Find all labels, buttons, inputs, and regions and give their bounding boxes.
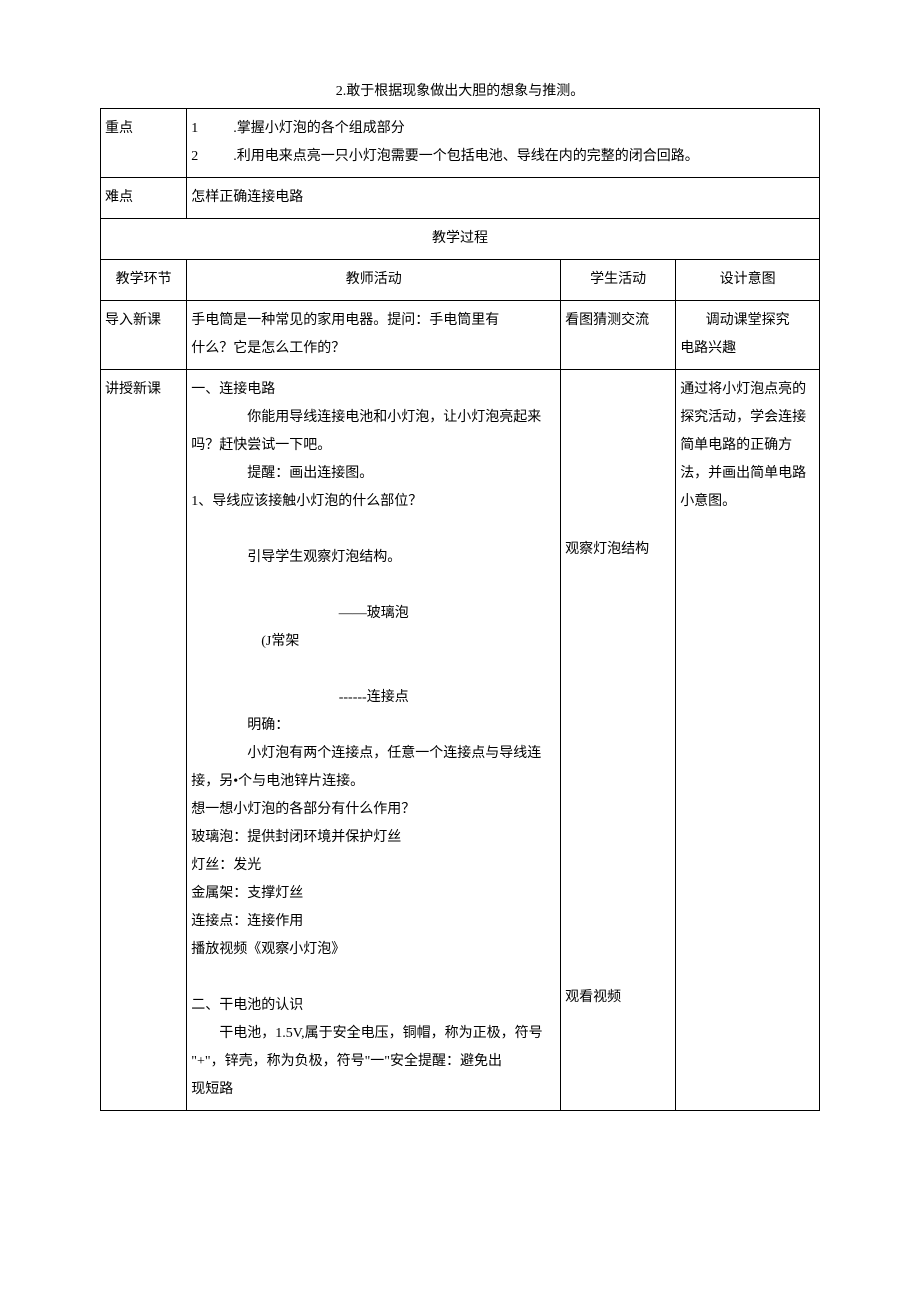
lesson-plan-table: 重点 1 .掌握小灯泡的各个组成部分 2 .利用电来点亮一只小灯泡需要一个包括电… — [100, 108, 820, 1111]
lecture-intent-l5: 小意图。 — [680, 488, 815, 516]
keypoint-content: 1 .掌握小灯泡的各个组成部分 2 .利用电来点亮一只小灯泡需要一个包括电池、导… — [187, 109, 820, 178]
intro-intent-l2: 电路兴趣 — [680, 335, 815, 363]
s1-guide: 引导学生观察灯泡结构。 — [191, 544, 556, 572]
intro-intent: 调动课堂探究 电路兴趣 — [676, 301, 820, 370]
s2-l3: 现短路 — [191, 1076, 556, 1104]
intro-row: 导入新课 手电筒是一种常见的家用电器。提问：手电筒里有 什么？它是怎么工作的？ … — [101, 301, 820, 370]
lecture-row: 讲授新课 一、连接电路 你能用导线连接电池和小灯泡，让小灯泡亮起来 吗？赶快尝试… — [101, 370, 820, 1111]
document-page: 2.敢于根据现象做出大胆的想象与推测。 重点 1 .掌握小灯泡的各个组成部分 2 — [0, 0, 920, 1151]
difficulty-label: 难点 — [101, 178, 187, 219]
keypoint-num-2: 2 — [191, 149, 198, 164]
process-header: 教学过程 — [101, 219, 820, 260]
s1-q1b: 吗？赶快尝试一下吧。 — [191, 432, 556, 460]
keypoint-row: 重点 1 .掌握小灯泡的各个组成部分 2 .利用电来点亮一只小灯泡需要一个包括电… — [101, 109, 820, 178]
intro-teacher: 手电筒是一种常见的家用电器。提问：手电筒里有 什么？它是怎么工作的？ — [187, 301, 561, 370]
s1-title: 一、连接电路 — [191, 376, 556, 404]
col-header-phase: 教学环节 — [101, 260, 187, 301]
difficulty-row: 难点 怎样正确连接电路 — [101, 178, 820, 219]
intro-teacher-l2: 什么？它是怎么工作的？ — [191, 335, 556, 363]
lecture-intent-l4: 法，并画出简单电路 — [680, 460, 815, 488]
lecture-intent-l2: 探究活动，学会连接 — [680, 404, 815, 432]
s1-item1: 1、导线应该接触小灯泡的什么部位？ — [191, 488, 556, 516]
intro-student: 看图猜测交流 — [561, 301, 676, 370]
diag-conn: ------连接点 — [191, 684, 556, 712]
lecture-student: 观察灯泡结构 观看视频 — [561, 370, 676, 1111]
process-header-row: 教学过程 — [101, 219, 820, 260]
p-filament: 灯丝：发光 — [191, 852, 556, 880]
keypoint-num-1: 1 — [191, 121, 198, 136]
keypoint-label: 重点 — [101, 109, 187, 178]
col-header-student: 学生活动 — [561, 260, 676, 301]
difficulty-content: 怎样正确连接电路 — [187, 178, 820, 219]
p-frame: 金属架：支撑灯丝 — [191, 880, 556, 908]
lecture-phase: 讲授新课 — [101, 370, 187, 1111]
intro-intent-l1: 调动课堂探究 — [680, 307, 815, 335]
clarify: 明确： — [191, 712, 556, 740]
column-header-row: 教学环节 教师活动 学生活动 设计意图 — [101, 260, 820, 301]
clarify-l1: 小灯泡有两个连接点，任意一个连接点与导线连 — [191, 740, 556, 768]
diag-glass: ——玻璃泡 — [191, 600, 556, 628]
s2-title: 二、干电池的认识 — [191, 992, 556, 1020]
p-glass: 玻璃泡：提供封闭环境并保护灯丝 — [191, 824, 556, 852]
lecture-student-l1: 观察灯泡结构 — [565, 536, 671, 564]
lecture-intent-l1: 通过将小灯泡点亮的 — [680, 376, 815, 404]
clarify-l2: 接，另•个与电池锌片连接。 — [191, 768, 556, 796]
lecture-intent: 通过将小灯泡点亮的 探究活动，学会连接 简单电路的正确方 法，并画出简单电路 小… — [676, 370, 820, 1111]
p-conn: 连接点：连接作用 — [191, 908, 556, 936]
s1-q1a: 你能用导线连接电池和小灯泡，让小灯泡亮起来 — [191, 404, 556, 432]
lecture-student-l2: 观看视频 — [565, 984, 671, 1012]
col-header-intent: 设计意图 — [676, 260, 820, 301]
intro-phase: 导入新课 — [101, 301, 187, 370]
s2-l1: 干电池，1.5V,属于安全电压，铜帽，称为正极，符号 — [191, 1020, 556, 1048]
lecture-teacher: 一、连接电路 你能用导线连接电池和小灯泡，让小灯泡亮起来 吗？赶快尝试一下吧。 … — [187, 370, 561, 1111]
video: 播放视频《观察小灯泡》 — [191, 936, 556, 964]
keypoint-text-2: .利用电来点亮一只小灯泡需要一个包括电池、导线在内的完整的闭合回路。 — [233, 149, 699, 164]
intro-teacher-l1: 手电筒是一种常见的家用电器。提问：手电筒里有 — [191, 307, 556, 335]
s1-tip: 提醒：画出连接图。 — [191, 460, 556, 488]
diag-frame: (J常架 — [191, 628, 556, 656]
top-note: 2.敢于根据现象做出大胆的想象与推测。 — [100, 80, 820, 100]
s2-l2: "+"，锌壳，称为负极，符号"一"安全提醒：避免出 — [191, 1048, 556, 1076]
keypoint-text-1: .掌握小灯泡的各个组成部分 — [233, 121, 405, 136]
think: 想一想小灯泡的各部分有什么作用？ — [191, 796, 556, 824]
col-header-teacher: 教师活动 — [187, 260, 561, 301]
lecture-intent-l3: 简单电路的正确方 — [680, 432, 815, 460]
